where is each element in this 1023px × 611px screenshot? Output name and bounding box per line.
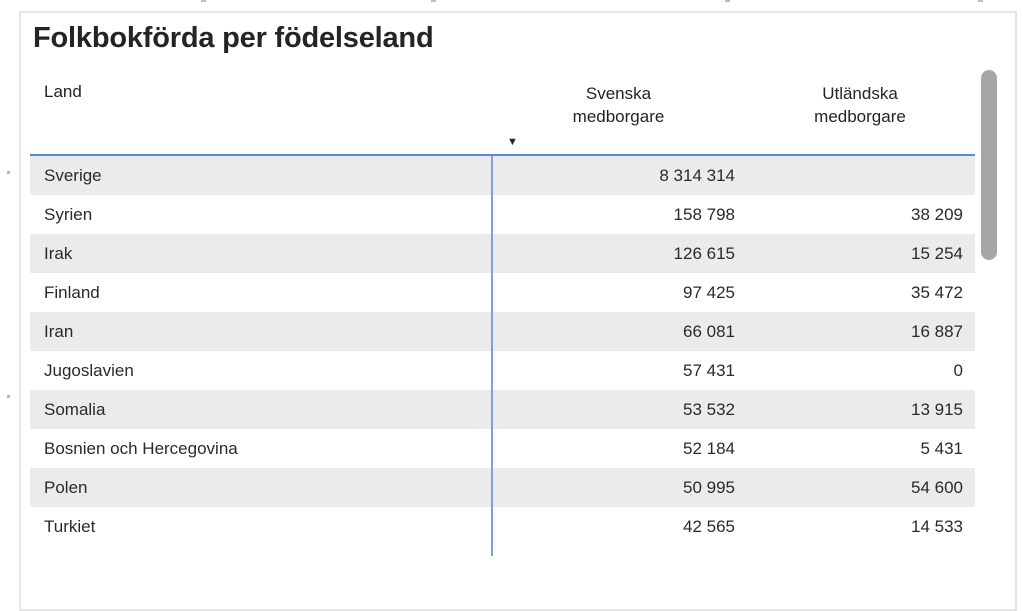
column-divider-line (491, 156, 493, 556)
canvas-ruler-dot (7, 395, 10, 398)
country-cell: Jugoslavien (44, 360, 134, 380)
canvas-ruler-tick (201, 0, 206, 2)
table-row[interactable]: Turkiet 42 565 14 533 (30, 507, 975, 546)
table-row[interactable]: Sverige 8 314 314 (30, 156, 975, 195)
table-row[interactable]: Somalia 53 532 13 915 (30, 390, 975, 429)
canvas-ruler-tick (431, 0, 436, 2)
foreign-citizens-cell: 14 533 (911, 516, 963, 536)
foreign-citizens-cell: 0 (953, 360, 963, 380)
table-row[interactable]: Irak 126 615 15 254 (30, 234, 975, 273)
country-cell: Irak (44, 243, 73, 263)
country-cell: Sverige (44, 165, 102, 185)
country-cell: Somalia (44, 399, 106, 419)
table-row[interactable]: Bosnien och Hercegovina 52 184 5 431 (30, 429, 975, 468)
table-row[interactable]: Jugoslavien 57 431 0 (30, 351, 975, 390)
table-row[interactable]: Syrien 158 798 38 209 (30, 195, 975, 234)
table-row[interactable]: Iran 66 081 16 887 (30, 312, 975, 351)
table-row[interactable]: Finland 97 425 35 472 (30, 273, 975, 312)
swedish-citizens-cell: 66 081 (683, 321, 735, 341)
swedish-citizens-cell: 158 798 (673, 204, 735, 224)
canvas-ruler-dot (7, 171, 10, 174)
country-cell: Turkiet (44, 516, 96, 536)
swedish-citizens-cell: 126 615 (673, 243, 735, 263)
swedish-citizens-cell: 97 425 (683, 282, 735, 302)
visual-title: Folkbokförda per födelseland (33, 22, 434, 54)
column-header-label: Utländska medborgare (814, 84, 906, 126)
sort-descending-icon[interactable]: ▼ (507, 136, 518, 148)
canvas-ruler-tick (725, 0, 730, 2)
foreign-citizens-cell: 13 915 (911, 399, 963, 419)
foreign-citizens-cell: 38 209 (911, 204, 963, 224)
foreign-citizens-cell: 54 600 (911, 477, 963, 497)
foreign-citizens-cell: 16 887 (911, 321, 963, 341)
country-cell: Finland (44, 282, 100, 302)
table-header-row: Land Svenska medborgare ▼ Utländska medb… (30, 70, 975, 156)
column-header-label: Svenska medborgare (572, 84, 665, 126)
country-cell: Iran (44, 321, 74, 341)
column-header-land[interactable]: Land (44, 82, 82, 101)
column-header-svenska-medborgare[interactable]: Svenska medborgare ▼ (492, 70, 745, 154)
foreign-citizens-cell: 35 472 (911, 282, 963, 302)
vertical-scrollbar-thumb[interactable] (981, 70, 997, 260)
country-cell: Syrien (44, 204, 93, 224)
swedish-citizens-cell: 42 565 (683, 516, 735, 536)
foreign-citizens-cell: 15 254 (911, 243, 963, 263)
country-cell: Polen (44, 477, 88, 497)
swedish-citizens-cell: 53 532 (683, 399, 735, 419)
table-body: Sverige 8 314 314 Syrien 158 798 38 209 … (30, 156, 975, 556)
swedish-citizens-cell: 8 314 314 (659, 165, 735, 185)
data-table: Land Svenska medborgare ▼ Utländska medb… (30, 70, 975, 556)
swedish-citizens-cell: 57 431 (683, 360, 735, 380)
column-header-utlandska-medborgare[interactable]: Utländska medborgare (745, 70, 975, 154)
table-row[interactable]: Polen 50 995 54 600 (30, 468, 975, 507)
foreign-citizens-cell: 5 431 (920, 438, 963, 458)
table-visual-card: Folkbokförda per födelseland Land Svensk… (19, 11, 1017, 611)
swedish-citizens-cell: 52 184 (683, 438, 735, 458)
swedish-citizens-cell: 50 995 (683, 477, 735, 497)
canvas-ruler-tick (978, 0, 983, 2)
country-cell: Bosnien och Hercegovina (44, 438, 238, 458)
